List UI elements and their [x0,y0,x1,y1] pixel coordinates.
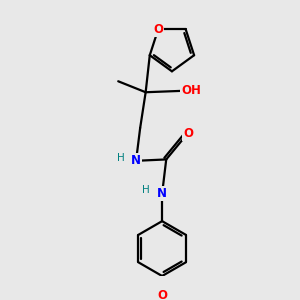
Text: N: N [131,154,141,167]
Text: O: O [157,289,167,300]
Text: O: O [153,23,163,36]
Text: H: H [117,152,125,163]
Text: O: O [183,127,193,140]
Text: H: H [142,185,149,195]
Text: OH: OH [181,84,201,98]
Text: N: N [157,187,167,200]
